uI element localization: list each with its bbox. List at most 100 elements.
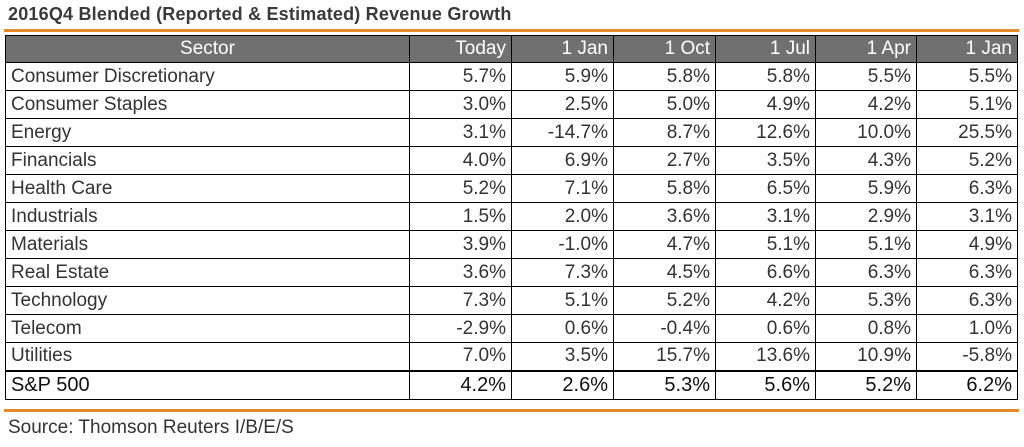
sector-name: Telecom xyxy=(5,314,410,343)
value-cell: 4.5% xyxy=(613,258,716,287)
value-cell: 5.2% xyxy=(916,146,1018,175)
value-cell: 4.7% xyxy=(613,230,716,259)
sector-name: Financials xyxy=(5,146,410,175)
value-cell: 4.9% xyxy=(916,230,1018,259)
value-cell: 3.5% xyxy=(715,146,816,175)
sector-name: Energy xyxy=(5,118,410,147)
value-cell: 2.9% xyxy=(815,202,917,231)
value-cell: -5.8% xyxy=(916,342,1018,371)
value-cell: 0.8% xyxy=(815,314,917,343)
value-cell: 7.3% xyxy=(409,286,512,315)
sector-name: Materials xyxy=(5,230,410,259)
value-cell: 5.1% xyxy=(511,286,614,315)
column-header-1-jul: 1 Jul xyxy=(715,35,816,63)
value-cell: 5.0% xyxy=(613,90,716,119)
sector-name: Utilities xyxy=(5,342,410,371)
table-row: Consumer Discretionary 5.7% 5.9% 5.8% 5.… xyxy=(5,62,1018,91)
sector-name: Real Estate xyxy=(5,258,410,287)
column-header-1-oct: 1 Oct xyxy=(613,35,716,63)
value-cell: 0.6% xyxy=(511,314,614,343)
value-cell: 3.1% xyxy=(409,118,512,147)
value-cell: 10.0% xyxy=(815,118,917,147)
value-cell: 6.9% xyxy=(511,146,614,175)
value-cell: 10.9% xyxy=(815,342,917,371)
table-row: Consumer Staples 3.0% 2.5% 5.0% 4.9% 4.2… xyxy=(5,90,1018,119)
value-cell: 5.9% xyxy=(815,174,917,203)
value-cell: 5.1% xyxy=(715,230,816,259)
value-cell: 4.0% xyxy=(409,146,512,175)
value-cell: -1.0% xyxy=(511,230,614,259)
value-cell: 5.9% xyxy=(511,62,614,91)
value-cell: 4.2% xyxy=(815,90,917,119)
value-cell: 1.5% xyxy=(409,202,512,231)
value-cell: -14.7% xyxy=(511,118,614,147)
value-cell: 7.3% xyxy=(511,258,614,287)
value-cell: 2.7% xyxy=(613,146,716,175)
revenue-growth-table: Sector Today 1 Jan 1 Oct 1 Jul 1 Apr 1 J… xyxy=(5,35,1018,400)
value-cell: 25.5% xyxy=(916,118,1018,147)
value-cell: 5.7% xyxy=(409,62,512,91)
header-row: Sector Today 1 Jan 1 Oct 1 Jul 1 Apr 1 J… xyxy=(5,35,1018,63)
value-cell: 4.9% xyxy=(715,90,816,119)
total-value-cell: 4.2% xyxy=(409,369,512,400)
table-row: Technology 7.3% 5.1% 5.2% 4.2% 5.3% 6.3% xyxy=(5,286,1018,315)
value-cell: 5.2% xyxy=(613,286,716,315)
value-cell: 5.8% xyxy=(613,62,716,91)
value-cell: 6.3% xyxy=(916,286,1018,315)
table-title: 2016Q4 Blended (Reported & Estimated) Re… xyxy=(8,4,512,24)
table-row: Financials 4.0% 6.9% 2.7% 3.5% 4.3% 5.2% xyxy=(5,146,1018,175)
total-value-cell: 5.6% xyxy=(715,369,816,400)
sector-name: Consumer Discretionary xyxy=(5,62,410,91)
value-cell: 15.7% xyxy=(613,342,716,371)
value-cell: 6.6% xyxy=(715,258,816,287)
value-cell: 3.9% xyxy=(409,230,512,259)
table-row: Real Estate 3.6% 7.3% 4.5% 6.6% 6.3% 6.3… xyxy=(5,258,1018,287)
value-cell: 3.5% xyxy=(511,342,614,371)
value-cell: 3.6% xyxy=(613,202,716,231)
value-cell: 5.3% xyxy=(815,286,917,315)
value-cell: 12.6% xyxy=(715,118,816,147)
value-cell: 5.2% xyxy=(409,174,512,203)
value-cell: 7.0% xyxy=(409,342,512,371)
value-cell: 3.6% xyxy=(409,258,512,287)
top-accent-rule xyxy=(4,29,1019,32)
total-value-cell: 5.2% xyxy=(815,369,917,400)
total-value-cell: 6.2% xyxy=(916,369,1018,400)
table-row: Industrials 1.5% 2.0% 3.6% 3.1% 2.9% 3.1… xyxy=(5,202,1018,231)
value-cell: 3.1% xyxy=(715,202,816,231)
value-cell: 5.1% xyxy=(916,90,1018,119)
total-row: S&P 500 4.2% 2.6% 5.3% 5.6% 5.2% 6.2% xyxy=(5,369,1018,400)
column-header-1-apr: 1 Apr xyxy=(815,35,917,63)
sector-name: Industrials xyxy=(5,202,410,231)
value-cell: 4.2% xyxy=(715,286,816,315)
value-cell: 0.6% xyxy=(715,314,816,343)
sector-name: Health Care xyxy=(5,174,410,203)
value-cell: 2.5% xyxy=(511,90,614,119)
column-header-today: Today xyxy=(409,35,512,63)
value-cell: 5.8% xyxy=(613,174,716,203)
value-cell: 3.1% xyxy=(916,202,1018,231)
source-note: Source: Thomson Reuters I/B/E/S xyxy=(8,417,294,438)
value-cell: 2.0% xyxy=(511,202,614,231)
value-cell: 4.3% xyxy=(815,146,917,175)
table-row: Utilities 7.0% 3.5% 15.7% 13.6% 10.9% -5… xyxy=(5,342,1018,371)
column-header-1-jan-prior: 1 Jan xyxy=(916,35,1018,63)
total-value-cell: 5.3% xyxy=(613,369,716,400)
table-row: Health Care 5.2% 7.1% 5.8% 6.5% 5.9% 6.3… xyxy=(5,174,1018,203)
column-header-sector: Sector xyxy=(5,35,410,63)
value-cell: 6.5% xyxy=(715,174,816,203)
table-row: Telecom -2.9% 0.6% -0.4% 0.6% 0.8% 1.0% xyxy=(5,314,1018,343)
value-cell: -2.9% xyxy=(409,314,512,343)
sector-name: Consumer Staples xyxy=(5,90,410,119)
value-cell: 5.5% xyxy=(916,62,1018,91)
value-cell: 5.1% xyxy=(815,230,917,259)
total-label: S&P 500 xyxy=(5,369,410,400)
value-cell: 8.7% xyxy=(613,118,716,147)
column-header-1-jan: 1 Jan xyxy=(511,35,614,63)
value-cell: 6.3% xyxy=(916,258,1018,287)
value-cell: 1.0% xyxy=(916,314,1018,343)
bottom-accent-rule xyxy=(4,409,1019,412)
table-row: Materials 3.9% -1.0% 4.7% 5.1% 5.1% 4.9% xyxy=(5,230,1018,259)
total-value-cell: 2.6% xyxy=(511,369,614,400)
value-cell: 6.3% xyxy=(916,174,1018,203)
